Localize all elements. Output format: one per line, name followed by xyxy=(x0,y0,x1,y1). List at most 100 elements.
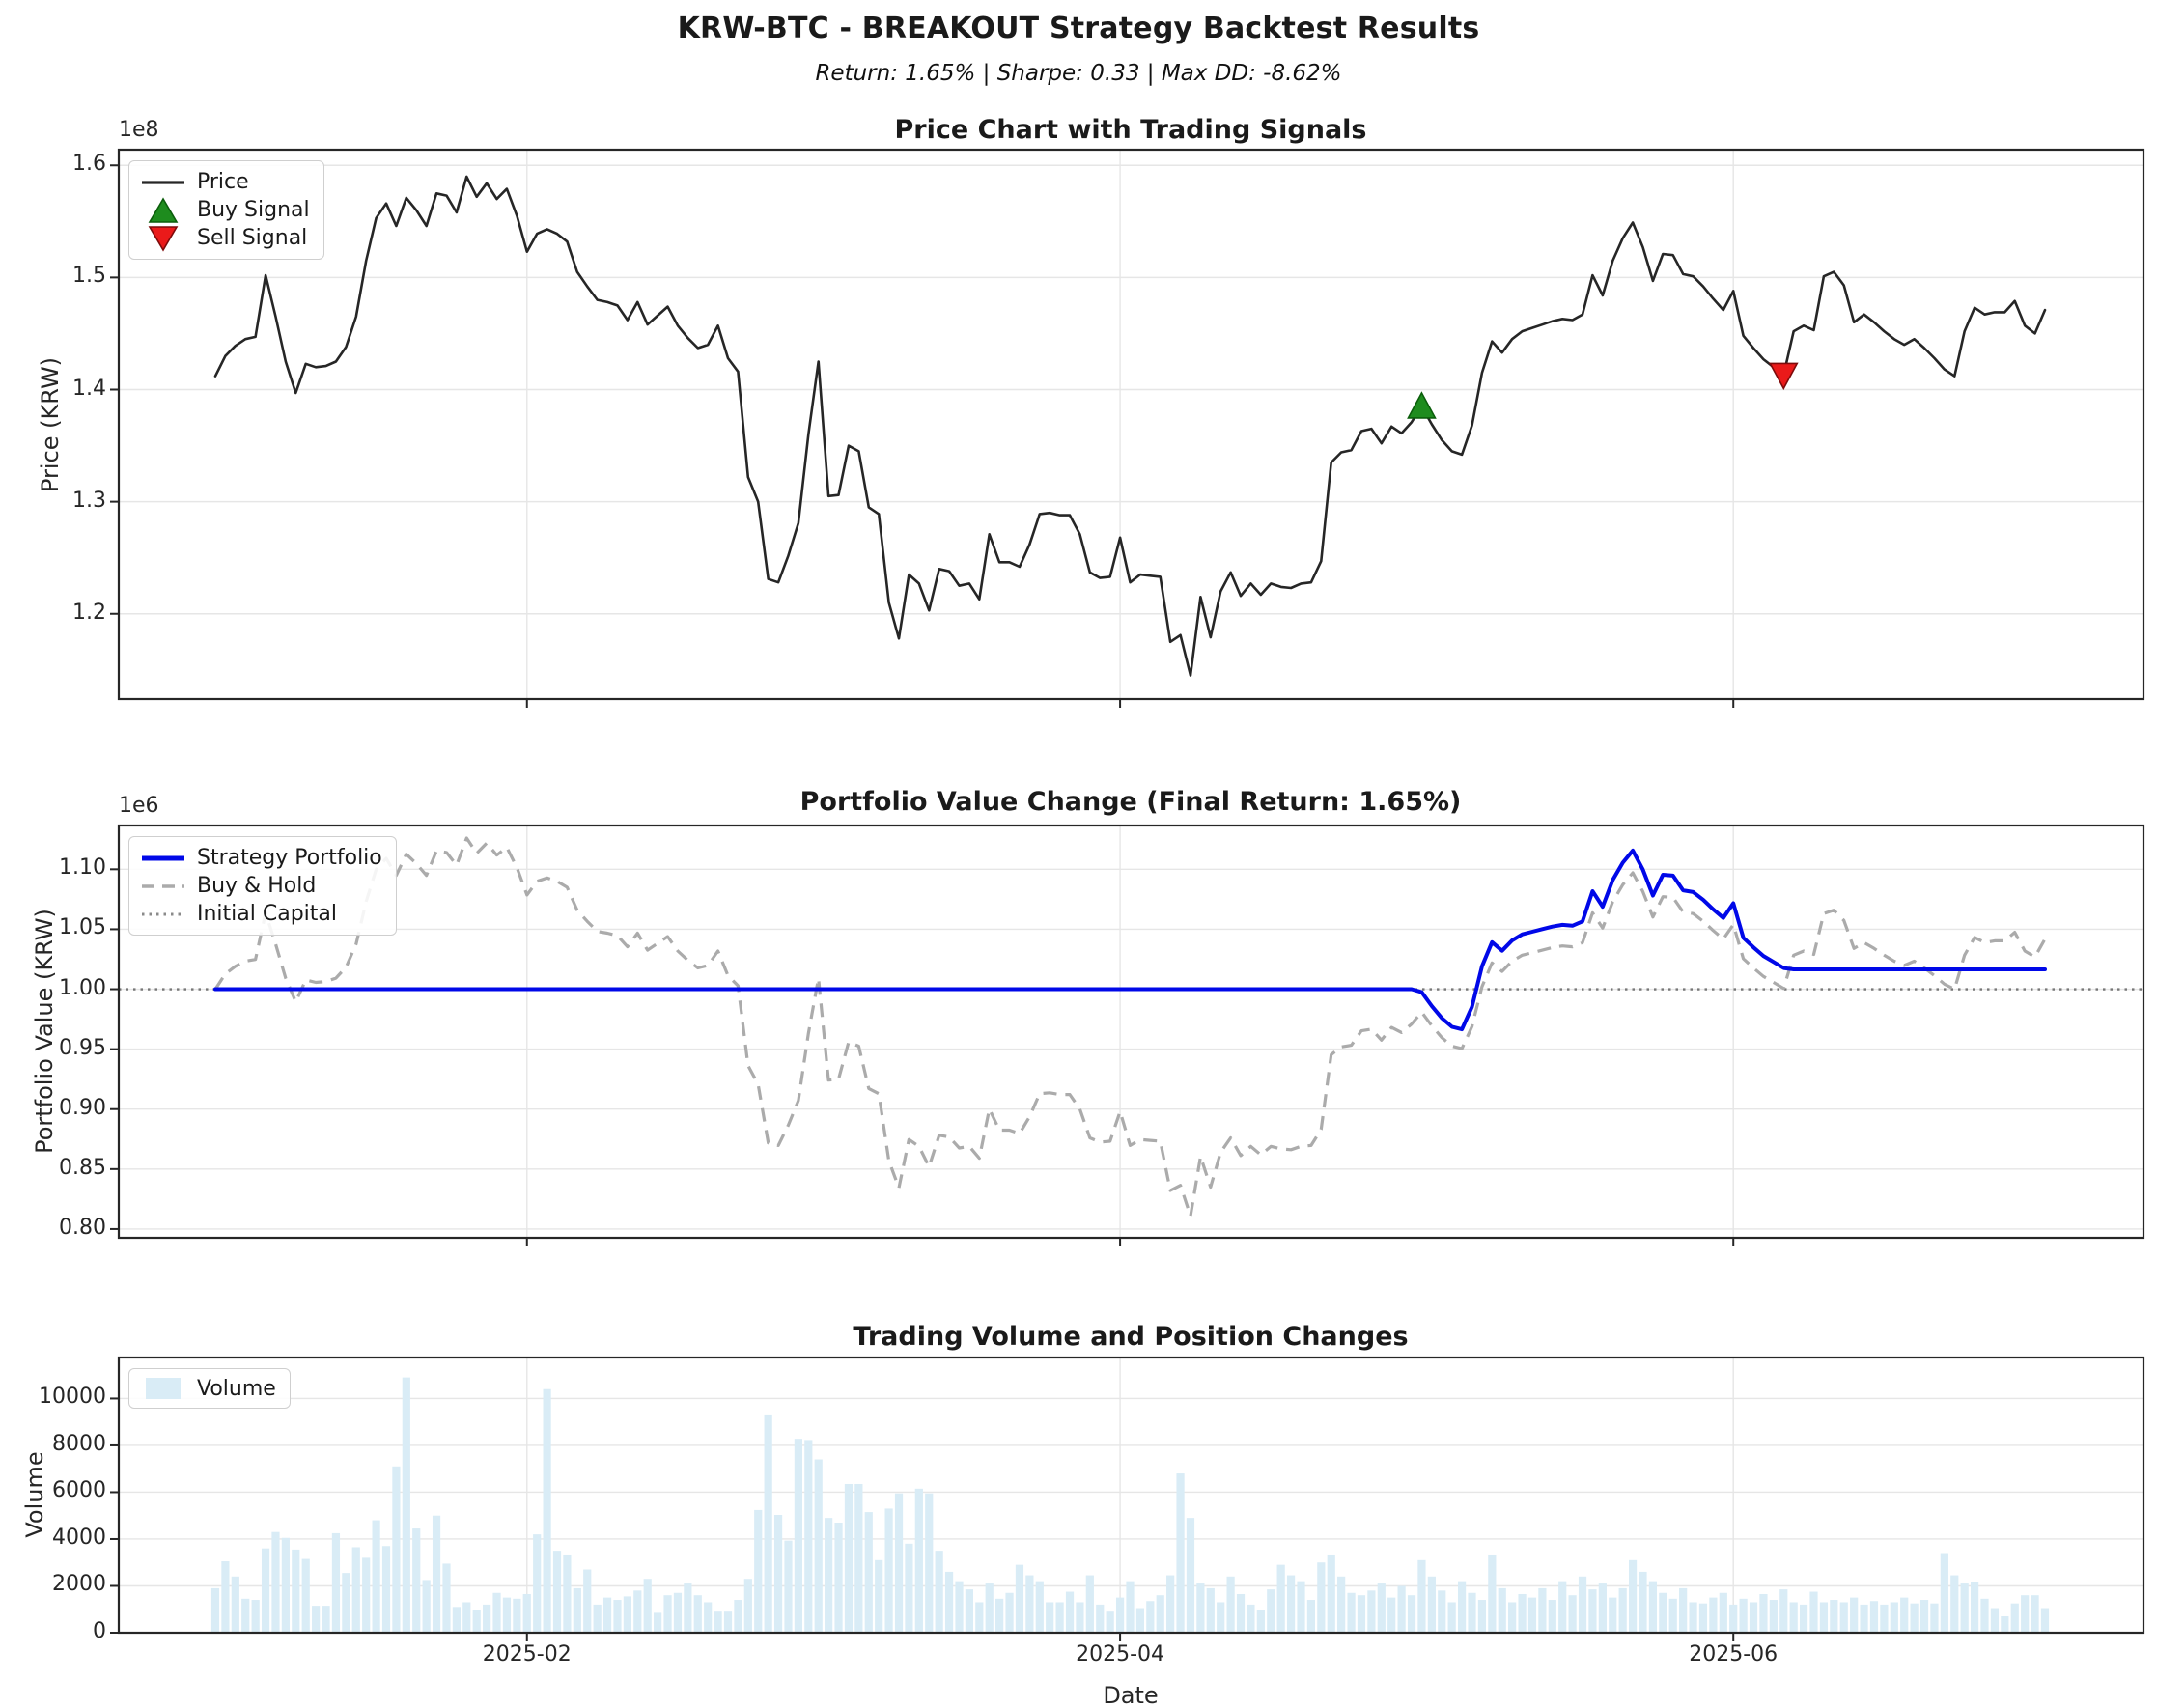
volume-bar xyxy=(714,1611,722,1633)
strategy-line xyxy=(213,848,2047,1032)
volume-bar xyxy=(1196,1583,1205,1633)
volume-bar xyxy=(422,1580,431,1633)
volume-bar xyxy=(854,1483,863,1633)
volume-bar xyxy=(654,1612,662,1633)
volume-bar xyxy=(1176,1473,1185,1633)
legend-row-buy-signal: Buy Signal xyxy=(141,196,310,224)
volume-bar xyxy=(1247,1604,1255,1633)
volume-bar xyxy=(844,1483,854,1633)
volume-bar xyxy=(462,1602,471,1633)
volume-bar xyxy=(2021,1595,2030,1633)
portfolio-chart-title: Portfolio Value Change (Final Return: 1.… xyxy=(799,787,1462,817)
volume-bar xyxy=(442,1563,451,1633)
volume-bar xyxy=(764,1414,772,1633)
buy-hold-line xyxy=(213,836,2047,1218)
volume-bar xyxy=(1799,1604,1808,1633)
volume-bar xyxy=(1468,1592,1476,1633)
volume-bar xyxy=(864,1512,873,1633)
volume-bar xyxy=(221,1561,230,1633)
legend-label-buy-hold: Buy & Hold xyxy=(197,874,317,898)
volume-bar xyxy=(1910,1603,1919,1633)
volume-bar xyxy=(1276,1564,1285,1633)
volume-bar xyxy=(342,1573,350,1633)
volume-bar xyxy=(1749,1602,1758,1633)
volume-bar xyxy=(1267,1589,1275,1633)
volume-bar xyxy=(1076,1602,1084,1633)
axes-spine xyxy=(117,1356,2145,1635)
volume-bar xyxy=(1689,1602,1697,1633)
volume-bar xyxy=(1930,1603,1939,1633)
volume-bar xyxy=(522,1593,531,1633)
legend-label-strategy: Strategy Portfolio xyxy=(197,846,382,870)
volume-bar xyxy=(914,1488,923,1633)
volume-bar xyxy=(502,1597,512,1633)
y-tick-label: 0.80 xyxy=(59,1215,106,1240)
volume-bar xyxy=(673,1592,683,1633)
volume-bar xyxy=(965,1589,973,1633)
volume-bar xyxy=(563,1554,572,1633)
volume-bar xyxy=(684,1583,692,1633)
volume-bar xyxy=(1548,1600,1556,1633)
volume-bar xyxy=(905,1543,913,1633)
volume-bar xyxy=(1297,1581,1305,1633)
volume-bar xyxy=(2040,1608,2050,1633)
volume-bar xyxy=(975,1602,984,1633)
price-line xyxy=(213,175,2047,677)
volume-bar xyxy=(1025,1575,1034,1633)
volume-bar xyxy=(402,1377,410,1633)
volume-bar xyxy=(452,1607,461,1633)
volume-bar xyxy=(1085,1575,1094,1633)
y-tick-label: 1.4 xyxy=(72,376,106,401)
volume-bar xyxy=(1226,1576,1235,1633)
volume-bar xyxy=(754,1509,763,1633)
volume-bar xyxy=(1809,1591,1818,1633)
volume-bar xyxy=(825,1518,833,1633)
volume-bar xyxy=(1387,1597,1396,1633)
volume-bar xyxy=(392,1466,401,1633)
volume-bar xyxy=(633,1590,642,1633)
y-tick-label: 1.5 xyxy=(72,264,106,289)
legend-row-price: Price xyxy=(141,168,310,196)
volume-bar xyxy=(1739,1598,1748,1633)
volume-bar xyxy=(1830,1600,1838,1633)
volume-bar xyxy=(1940,1553,1948,1633)
volume-bar xyxy=(613,1600,622,1633)
volume-bar xyxy=(1457,1581,1467,1633)
volume-bar xyxy=(1960,1583,1969,1633)
volume-bar xyxy=(1527,1597,1537,1633)
axes-spine xyxy=(117,148,2145,701)
legend-row-strategy: Strategy Portfolio xyxy=(141,844,382,872)
price-chart-title: Price Chart with Trading Signals xyxy=(894,115,1367,145)
volume-bar xyxy=(1919,1600,1929,1633)
volume-bar xyxy=(543,1388,551,1633)
portfolio-legend: Strategy Portfolio Buy & Hold Initial Ca… xyxy=(128,836,397,936)
volume-bar xyxy=(281,1537,290,1633)
volume-bar xyxy=(1618,1587,1627,1633)
x-tick-label: 2025-02 xyxy=(482,1642,572,1666)
volume-bar xyxy=(1005,1592,1014,1633)
volume-bar xyxy=(743,1579,752,1633)
volume-bar xyxy=(1990,1608,2000,1633)
volume-bar xyxy=(351,1547,360,1633)
volume-bar xyxy=(1347,1592,1356,1633)
volume-bar xyxy=(472,1610,481,1633)
volume-bar xyxy=(1839,1602,1848,1633)
axes-spine xyxy=(117,824,2145,1240)
volume-bar xyxy=(704,1602,713,1633)
volume-bar xyxy=(1377,1583,1386,1633)
volume-bar xyxy=(1609,1597,1617,1633)
volume-bar xyxy=(1035,1581,1044,1633)
y-tick-label: 1.05 xyxy=(59,915,106,940)
volume-bar xyxy=(1337,1576,1346,1633)
y-tick-label: 0.95 xyxy=(59,1035,106,1060)
volume-bar xyxy=(773,1514,783,1633)
y-tick-label: 1.00 xyxy=(59,975,106,1000)
volume-bar xyxy=(432,1515,441,1633)
volume-bar xyxy=(1166,1575,1175,1633)
volume-bar xyxy=(602,1597,612,1633)
volume-bar xyxy=(1588,1589,1597,1633)
volume-bar xyxy=(1065,1591,1075,1633)
volume-bar xyxy=(1679,1587,1688,1633)
volume-bar xyxy=(1367,1590,1376,1633)
